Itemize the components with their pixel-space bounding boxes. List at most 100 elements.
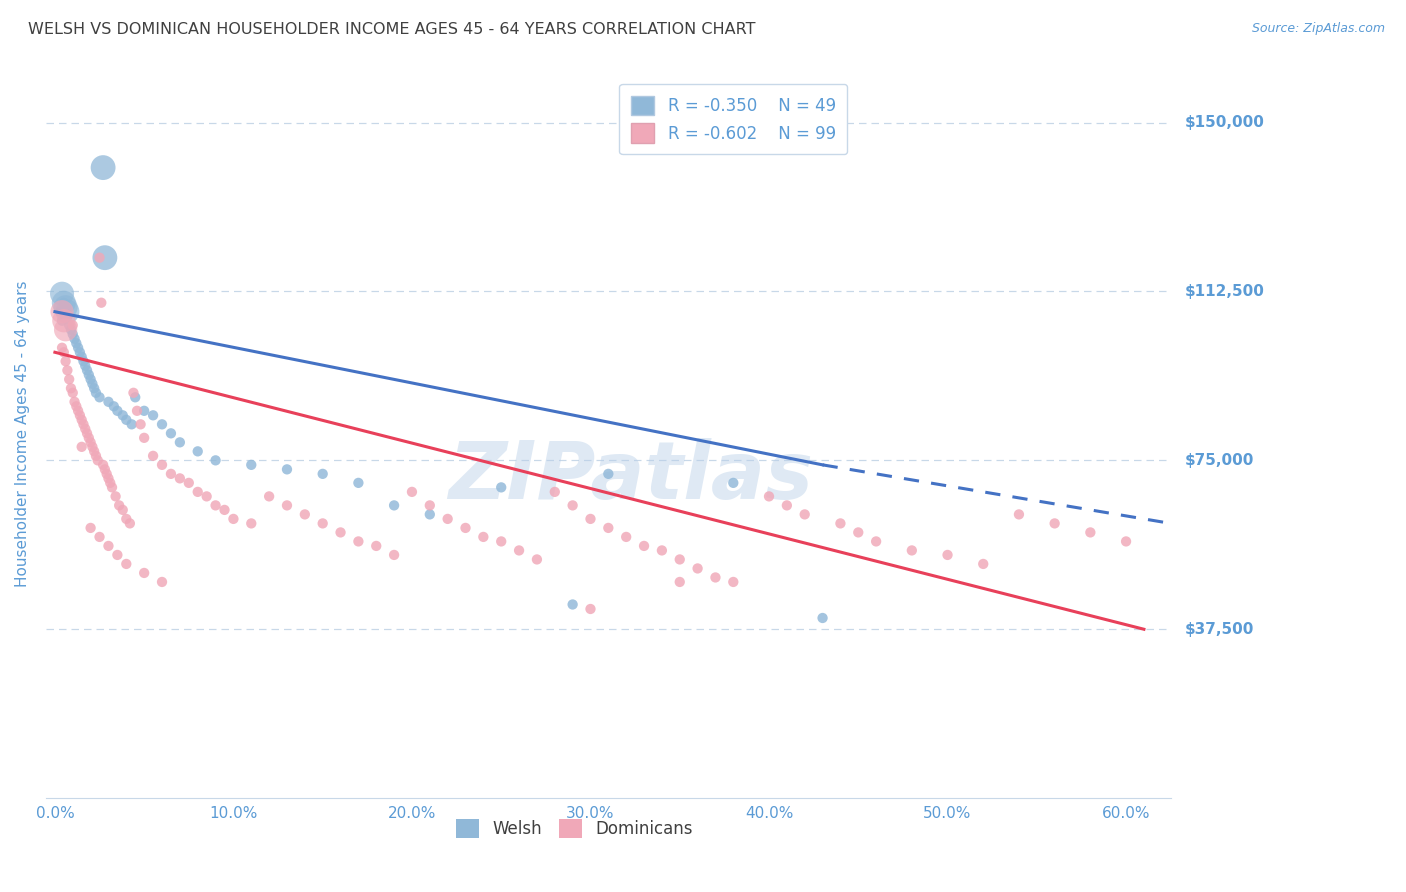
Point — [160, 426, 183, 441]
Point — [347, 534, 370, 549]
Point — [79, 521, 101, 535]
Point — [121, 417, 143, 432]
Point — [150, 458, 173, 472]
Point — [125, 404, 148, 418]
Point — [79, 435, 101, 450]
Legend: Welsh, Dominicans: Welsh, Dominicans — [450, 812, 700, 845]
Point — [89, 390, 111, 404]
Point — [160, 467, 183, 481]
Point — [187, 484, 209, 499]
Point — [257, 489, 280, 503]
Point — [82, 376, 104, 391]
Point — [598, 521, 620, 535]
Point — [972, 557, 994, 571]
Point — [91, 161, 114, 175]
Y-axis label: Householder Income Ages 45 - 64 years: Householder Income Ages 45 - 64 years — [15, 280, 30, 587]
Point — [134, 404, 156, 418]
Point — [79, 372, 101, 386]
Point — [793, 508, 815, 522]
Point — [142, 409, 165, 423]
Point — [901, 543, 924, 558]
Point — [204, 499, 226, 513]
Point — [104, 489, 127, 503]
Point — [62, 318, 84, 333]
Point — [62, 385, 84, 400]
Point — [436, 512, 458, 526]
Point — [105, 548, 128, 562]
Point — [77, 431, 100, 445]
Point — [67, 341, 90, 355]
Point — [723, 475, 745, 490]
Point — [1043, 516, 1066, 531]
Point — [544, 484, 567, 499]
Point — [276, 499, 298, 513]
Point — [69, 409, 91, 423]
Point — [97, 471, 120, 485]
Point — [55, 323, 77, 337]
Point — [614, 530, 637, 544]
Point — [382, 499, 405, 513]
Point — [312, 516, 335, 531]
Point — [177, 475, 200, 490]
Text: $112,500: $112,500 — [1185, 284, 1264, 299]
Point — [134, 431, 156, 445]
Point — [187, 444, 209, 458]
Point — [214, 503, 236, 517]
Point — [87, 453, 110, 467]
Point — [65, 336, 87, 351]
Point — [58, 372, 80, 386]
Point — [561, 598, 583, 612]
Point — [65, 400, 87, 414]
Point — [195, 489, 218, 503]
Point — [63, 394, 86, 409]
Point — [276, 462, 298, 476]
Point — [70, 350, 93, 364]
Point — [56, 304, 79, 318]
Text: ZIPatlas: ZIPatlas — [449, 438, 813, 516]
Point — [204, 453, 226, 467]
Point — [90, 295, 112, 310]
Point — [77, 368, 100, 382]
Point — [56, 363, 79, 377]
Point — [150, 574, 173, 589]
Point — [56, 310, 79, 324]
Point — [668, 574, 690, 589]
Point — [118, 516, 141, 531]
Point — [472, 530, 495, 544]
Point — [55, 300, 77, 314]
Point — [508, 543, 530, 558]
Point — [686, 561, 709, 575]
Point — [52, 295, 75, 310]
Point — [94, 462, 117, 476]
Point — [76, 363, 98, 377]
Point — [526, 552, 548, 566]
Point — [723, 574, 745, 589]
Point — [846, 525, 869, 540]
Point — [52, 314, 75, 328]
Text: Source: ZipAtlas.com: Source: ZipAtlas.com — [1251, 22, 1385, 36]
Point — [579, 602, 602, 616]
Point — [115, 557, 138, 571]
Point — [70, 440, 93, 454]
Point — [129, 417, 152, 432]
Point — [776, 499, 799, 513]
Point — [83, 381, 105, 395]
Text: $37,500: $37,500 — [1185, 622, 1254, 637]
Point — [222, 512, 245, 526]
Point — [59, 323, 82, 337]
Point — [115, 512, 138, 526]
Point — [58, 318, 80, 333]
Point — [1080, 525, 1102, 540]
Point — [69, 345, 91, 359]
Point — [101, 480, 124, 494]
Point — [72, 417, 94, 432]
Point — [51, 314, 73, 328]
Point — [72, 354, 94, 368]
Point — [561, 499, 583, 513]
Point — [62, 327, 84, 342]
Point — [111, 409, 134, 423]
Point — [89, 251, 111, 265]
Point — [52, 295, 75, 310]
Point — [83, 444, 105, 458]
Point — [294, 508, 316, 522]
